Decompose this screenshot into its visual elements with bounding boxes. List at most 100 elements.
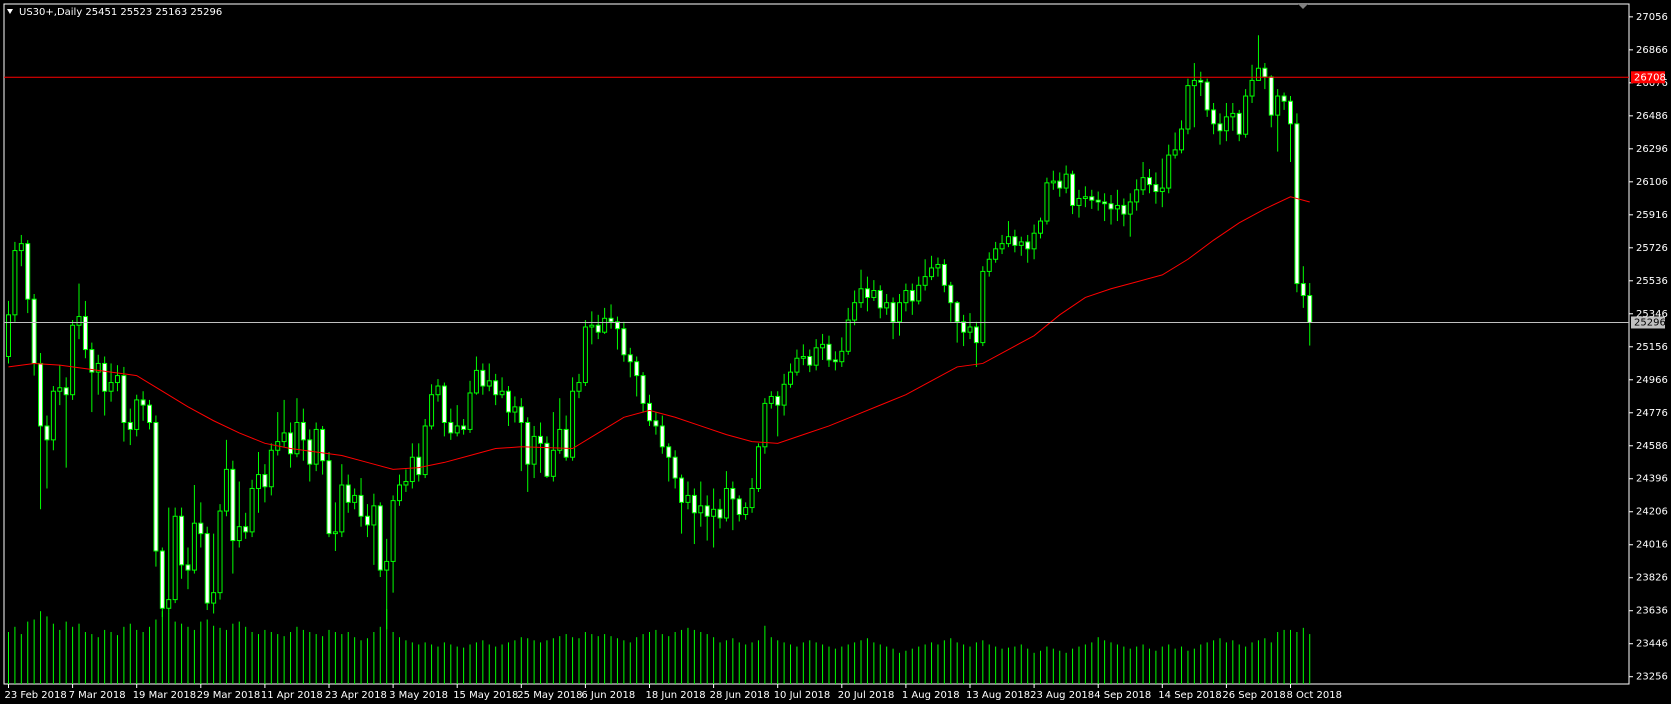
candle-body [31,298,37,364]
volume-bar [1129,648,1131,684]
volume-bar [1072,648,1074,684]
volume-bar [488,644,490,684]
volume-bar [1264,638,1266,684]
candle-body [755,446,761,489]
candle-body [288,432,294,455]
x-tick-label: 8 Oct 2018 [1287,690,1342,701]
candle-body [159,550,165,609]
volume-bar [584,632,586,684]
volume-bar [674,632,676,684]
volume-bar [1181,646,1183,684]
volume-bar [1277,632,1279,684]
candle-body [114,375,120,384]
volume-bar [155,619,157,684]
volume-bar [822,644,824,684]
volume-bar [931,642,933,684]
candle-body [448,421,454,434]
candle-body [1255,67,1261,81]
volume-bar [450,644,452,684]
candle-body [422,425,428,476]
candle-body [121,375,127,423]
volume-bar [501,644,503,684]
candle-body [685,494,691,503]
volume-bar [790,644,792,684]
candle-body [743,507,749,516]
y-tick-label: 25536 [1636,276,1668,287]
volume-bar [1123,646,1125,684]
volume-bar [1059,650,1061,684]
volume-bar [354,637,356,684]
candle-body [800,356,806,359]
volume-bar [366,638,368,684]
candle-body [544,442,550,477]
candle-body [717,508,723,519]
volume-bar [1206,642,1208,684]
candle-body [1070,173,1076,206]
volume-bar [995,646,997,684]
volume-bar [1020,644,1022,684]
x-tick-label: 14 Sep 2018 [1158,690,1221,701]
candle-body [1262,67,1268,78]
volume-bar [866,638,868,684]
volume-bar [1091,642,1093,684]
volume-bar [1148,648,1150,684]
candle-body [236,526,242,542]
candle-body [320,428,326,462]
candle-body [839,350,845,363]
volume-bar [578,638,580,684]
candle-body [95,362,101,373]
candle-body [108,382,114,392]
candle-body [1102,201,1108,205]
candle-body [666,446,672,458]
volume-bar [123,626,125,684]
candle-body [948,284,954,304]
candle-body [993,248,999,260]
volume-bar [129,623,131,684]
candle-body [698,505,704,514]
candle-body [1288,100,1293,125]
candle-body [89,349,95,373]
volume-bar [1040,650,1042,684]
volume-bar [168,613,170,684]
volume-bar [661,634,663,684]
volume-bar [982,640,984,684]
volume-bar [302,629,304,684]
volume-bar [783,642,785,684]
volume-bar [597,636,599,684]
x-tick-label: 26 Sep 2018 [1222,690,1285,701]
candle-body [1172,149,1178,156]
volume-bar [725,640,727,684]
candle-body [864,288,870,298]
symbol-menu-arrow[interactable] [7,9,13,14]
volume-bar [719,642,721,684]
candle-body [332,531,338,535]
volume-bar [1136,646,1138,684]
candle-body [1025,241,1031,250]
candle-body [973,326,979,344]
volume-bar [1027,648,1029,684]
candle-body [480,369,486,387]
candle-body [435,385,441,396]
candle-body [884,302,890,309]
volume-bar [475,642,477,684]
volume-bar [328,629,330,684]
candle-body [249,487,255,533]
candle-body [230,468,236,542]
y-tick-label: 24586 [1636,441,1668,452]
x-tick-label: 10 Jul 2018 [774,690,831,701]
candle-body [179,515,185,566]
candle-body [307,439,313,465]
candle-body [634,361,640,377]
candle-body [345,484,351,503]
volume-bar [777,640,779,684]
shift-marker[interactable] [1298,4,1308,9]
volume-bar [270,632,272,684]
candle-body [608,317,614,323]
candle-body [1050,180,1056,184]
candle-body [1198,79,1204,83]
volume-bar [1065,652,1067,684]
volume-bar [655,629,657,684]
candle-body [858,288,864,304]
candle-body [794,357,800,373]
volume-bar [540,642,542,684]
